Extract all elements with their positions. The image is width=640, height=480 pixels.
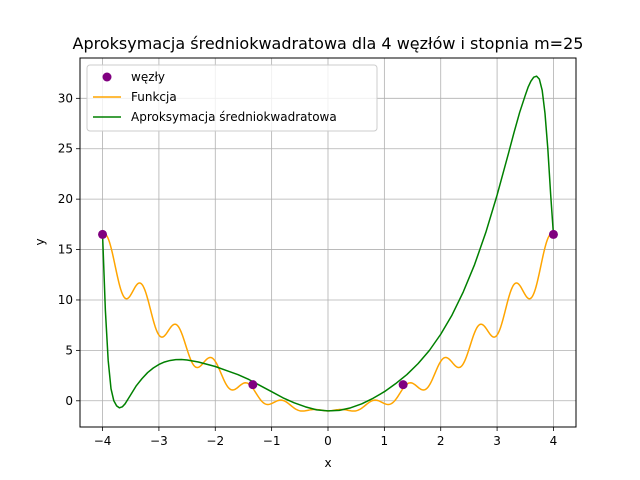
y-tick-label: 0	[65, 394, 73, 408]
tick-layer: −4 −3 −2 −1 0 1 2 3 4 0 5 10 15 20 25 30	[58, 91, 558, 448]
x-tick-label: −1	[263, 434, 281, 448]
x-tick-label: 0	[324, 434, 332, 448]
x-tick-label: −2	[206, 434, 224, 448]
node-point	[398, 380, 408, 390]
y-tick-label: 15	[58, 243, 73, 257]
legend-marker-wezly	[102, 72, 112, 82]
x-axis-label: x	[324, 456, 331, 470]
y-tick-label: 20	[58, 192, 73, 206]
node-point	[548, 229, 558, 239]
y-tick-label: 5	[65, 343, 73, 357]
y-tick-label: 10	[58, 293, 73, 307]
approximation-line	[101, 75, 555, 412]
y-tick-label: 30	[58, 91, 73, 105]
y-tick-label: 25	[58, 142, 73, 156]
x-tick-label: −3	[150, 434, 168, 448]
node-point	[248, 380, 258, 390]
legend-label-wezly: węzły	[131, 70, 165, 84]
legend-label-aproksymacja: Aproksymacja średniokwadratowa	[131, 110, 337, 124]
legend: węzły Funkcja Aproksymacja średniokwadra…	[86, 64, 378, 132]
x-tick-label: −4	[94, 434, 112, 448]
x-tick-label: 2	[437, 434, 445, 448]
legend-box	[86, 64, 378, 132]
chart-title: Aproksymacja średniokwadratowa dla 4 węz…	[73, 34, 584, 53]
y-axis-label: y	[33, 238, 47, 245]
legend-label-funkcja: Funkcja	[131, 90, 177, 104]
series-layer	[98, 75, 558, 412]
x-tick-label: 1	[381, 434, 389, 448]
node-point	[98, 229, 108, 239]
x-tick-label: 4	[550, 434, 558, 448]
x-tick-label: 3	[493, 434, 501, 448]
